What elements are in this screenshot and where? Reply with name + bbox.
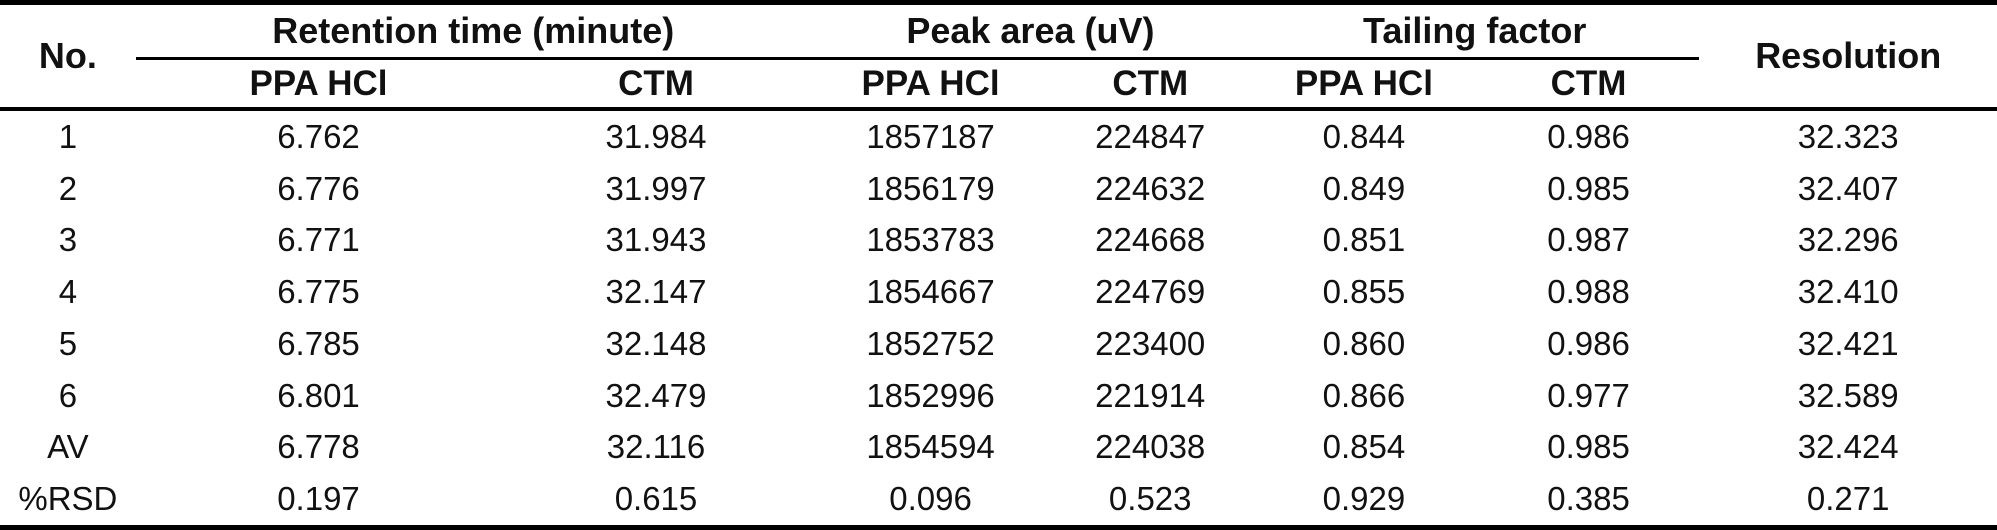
cell-tf-ppa: 0.851 bbox=[1322, 221, 1406, 259]
cell-pa-ctm: 0.523 bbox=[1108, 480, 1192, 518]
cell-pa-ppa: 1852752 bbox=[866, 324, 995, 362]
cell-tf-ppa: 0.866 bbox=[1322, 376, 1406, 414]
cell-tf-ctm: 0.987 bbox=[1547, 221, 1630, 259]
cell-pa-ppa: 1857187 bbox=[866, 117, 995, 155]
table-body: 1 6.762 31.984 1857187 224847 0.844 0.98… bbox=[0, 109, 1997, 528]
cell-resolution: 32.407 bbox=[1797, 169, 1899, 207]
cell-resolution: 32.424 bbox=[1797, 428, 1899, 466]
cell-pa-ctm: 224038 bbox=[1095, 428, 1206, 466]
cell-resolution: 32.323 bbox=[1797, 117, 1899, 155]
table-row-average: AV 6.778 32.116 1854594 224038 0.854 0.9… bbox=[0, 421, 1997, 473]
row-label: 5 bbox=[58, 324, 78, 362]
table-row: 6 6.801 32.479 1852996 221914 0.866 0.97… bbox=[0, 370, 1997, 422]
cell-pa-ctm: 221914 bbox=[1095, 376, 1206, 414]
cell-tf-ppa: 0.929 bbox=[1322, 480, 1406, 518]
cell-tf-ppa: 0.855 bbox=[1322, 273, 1406, 311]
cell-rt-ctm: 31.984 bbox=[605, 117, 707, 155]
row-label: 6 bbox=[58, 376, 78, 414]
cell-pa-ppa: 1854667 bbox=[866, 273, 995, 311]
cell-rt-ctm: 31.997 bbox=[605, 169, 707, 207]
cell-rt-ctm: 32.479 bbox=[605, 376, 707, 414]
cell-tf-ppa: 0.844 bbox=[1322, 117, 1406, 155]
cell-tf-ctm: 0.977 bbox=[1547, 376, 1630, 414]
subheader-rt-ctm: CTM bbox=[501, 58, 811, 111]
cell-rt-ctm: 32.147 bbox=[605, 273, 707, 311]
cell-pa-ppa: 1853783 bbox=[866, 221, 995, 259]
header-group-retention-time: Retention time (minute) bbox=[135, 2, 811, 60]
cell-rt-ppa: 6.771 bbox=[277, 221, 360, 259]
cell-rt-ppa: 6.776 bbox=[277, 169, 360, 207]
cell-tf-ctm: 0.385 bbox=[1547, 480, 1630, 518]
cell-resolution: 32.589 bbox=[1797, 376, 1899, 414]
header-group-tailing-factor: Tailing factor bbox=[1250, 2, 1700, 60]
cell-pa-ctm: 224769 bbox=[1095, 273, 1206, 311]
cell-rt-ppa: 6.775 bbox=[277, 273, 360, 311]
subheader-pa-ppa-hcl: PPA HCl bbox=[810, 58, 1051, 111]
cell-tf-ppa: 0.849 bbox=[1322, 169, 1406, 207]
table-header: No. Retention time (minute) Peak area (u… bbox=[0, 2, 1997, 111]
group-header-row: No. Retention time (minute) Peak area (u… bbox=[0, 2, 1997, 111]
cell-rt-ctm: 0.615 bbox=[614, 480, 698, 518]
header-no: No. bbox=[0, 2, 136, 111]
subheader-pa-ctm: CTM bbox=[1050, 58, 1251, 111]
cell-tf-ppa: 0.860 bbox=[1322, 324, 1406, 362]
table-row: 1 6.762 31.984 1857187 224847 0.844 0.98… bbox=[0, 109, 1997, 163]
cell-pa-ppa: 1856179 bbox=[866, 169, 995, 207]
cell-rt-ppa: 6.762 bbox=[277, 117, 360, 155]
cell-rt-ppa: 6.801 bbox=[277, 376, 360, 414]
cell-pa-ppa: 1852996 bbox=[866, 376, 995, 414]
table-row: 5 6.785 32.148 1852752 223400 0.860 0.98… bbox=[0, 318, 1997, 370]
cell-pa-ctm: 224632 bbox=[1095, 169, 1206, 207]
cell-tf-ctm: 0.985 bbox=[1547, 169, 1630, 207]
cell-rt-ctm: 32.116 bbox=[606, 428, 706, 466]
header-group-peak-area: Peak area (uV) bbox=[810, 2, 1251, 60]
cell-pa-ctm: 224668 bbox=[1095, 221, 1206, 259]
table-row: 3 6.771 31.943 1853783 224668 0.851 0.98… bbox=[0, 215, 1997, 267]
cell-rt-ctm: 31.943 bbox=[605, 221, 707, 259]
table-row: 2 6.776 31.997 1856179 224632 0.849 0.98… bbox=[0, 163, 1997, 215]
cell-rt-ctm: 32.148 bbox=[605, 324, 707, 362]
cell-pa-ppa: 0.096 bbox=[889, 480, 972, 518]
cell-resolution: 0.271 bbox=[1806, 480, 1890, 518]
subheader-tf-ppa-hcl: PPA HCl bbox=[1250, 58, 1478, 111]
cell-rt-ppa: 0.197 bbox=[277, 480, 360, 518]
row-label: 2 bbox=[58, 169, 78, 207]
cell-resolution: 32.296 bbox=[1797, 221, 1899, 259]
row-label: 4 bbox=[58, 273, 78, 311]
header-resolution: Resolution bbox=[1699, 2, 1997, 111]
cell-resolution: 32.410 bbox=[1797, 273, 1899, 311]
cell-tf-ctm: 0.985 bbox=[1547, 428, 1630, 466]
row-label: 1 bbox=[58, 117, 78, 155]
cell-tf-ppa: 0.854 bbox=[1322, 428, 1406, 466]
table-row-rsd: %RSD 0.197 0.615 0.096 0.523 0.929 0.385… bbox=[0, 473, 1997, 527]
subheader-rt-ppa-hcl: PPA HCl bbox=[135, 58, 502, 111]
subcolumn-header-row: PPA HCl CTM PPA HCl CTM PPA HCl CTM bbox=[0, 58, 1997, 111]
cell-rt-ppa: 6.785 bbox=[277, 324, 360, 362]
cell-pa-ctm: 224847 bbox=[1095, 117, 1206, 155]
subheader-tf-ctm: CTM bbox=[1477, 58, 1700, 111]
row-label: AV bbox=[47, 428, 89, 466]
cell-tf-ctm: 0.988 bbox=[1547, 273, 1630, 311]
cell-tf-ctm: 0.986 bbox=[1547, 324, 1630, 362]
cell-rt-ppa: 6.778 bbox=[277, 428, 360, 466]
cell-tf-ctm: 0.986 bbox=[1547, 117, 1630, 155]
cell-pa-ctm: 223400 bbox=[1095, 324, 1206, 362]
row-label: 3 bbox=[58, 221, 78, 259]
row-label: %RSD bbox=[18, 480, 118, 518]
cell-resolution: 32.421 bbox=[1797, 324, 1899, 362]
table-row: 4 6.775 32.147 1854667 224769 0.855 0.98… bbox=[0, 266, 1997, 318]
cell-pa-ppa: 1854594 bbox=[866, 428, 995, 466]
